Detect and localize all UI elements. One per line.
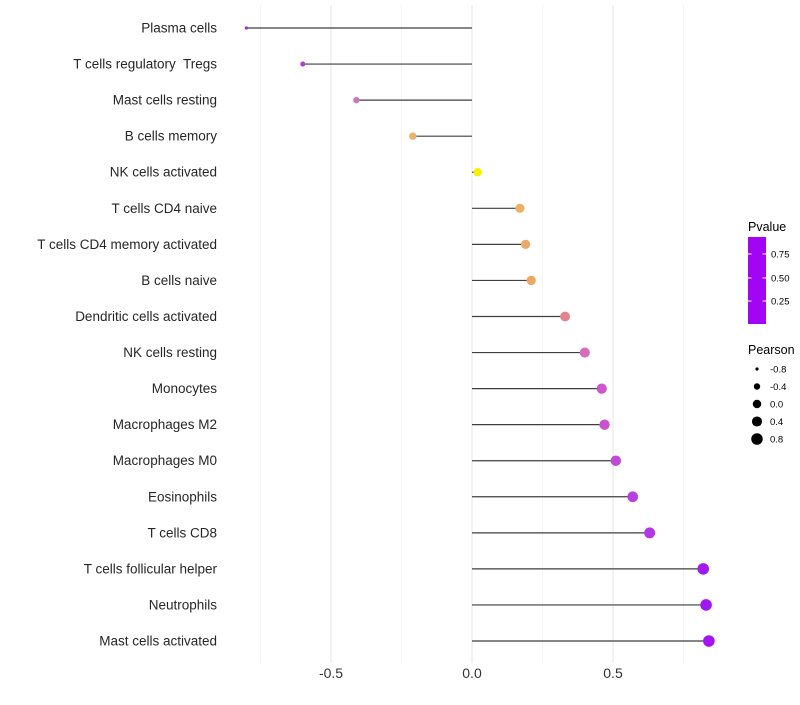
pearson-legend-label: -0.8	[770, 365, 786, 376]
pearson-legend: Pearson -0.8 -0.4 0.0 0.4 0.8	[748, 343, 795, 446]
pearson-legend-title: Pearson	[748, 343, 795, 357]
pvalue-legend: Pvalue 0.75 0.50 0.25	[748, 220, 790, 324]
data-point	[473, 167, 482, 177]
lollipop-row: NK cells activated	[110, 165, 482, 180]
data-point	[610, 455, 622, 466]
lollipop-row: T cells regulatory Tregs	[73, 57, 472, 72]
data-point	[300, 61, 306, 67]
pearson-legend-label: 0.0	[770, 400, 783, 411]
lollipop-row: Mast cells resting	[113, 93, 472, 108]
y-axis-label: T cells CD4 naive	[111, 201, 217, 216]
lollipop-row: Neutrophils	[149, 597, 712, 612]
y-axis-label: Macrophages M2	[113, 417, 217, 432]
lollipop-row: Macrophages M2	[113, 417, 610, 432]
lollipop-row: Eosinophils	[148, 489, 639, 504]
data-point	[353, 96, 360, 104]
y-axis-label: T cells CD4 memory activated	[37, 237, 217, 252]
y-axis-label: Macrophages M0	[113, 453, 217, 468]
data-point	[409, 132, 417, 140]
y-axis-label: NK cells resting	[123, 345, 217, 360]
y-axis-label: T cells regulatory Tregs	[73, 57, 217, 72]
data-point	[520, 239, 531, 249]
y-axis-label: T cells follicular helper	[84, 561, 218, 576]
data-point	[560, 311, 570, 322]
lollipop-row: Monocytes	[152, 381, 607, 396]
x-axis-tick-label: 0.0	[462, 665, 482, 681]
y-axis-label: Dendritic cells activated	[75, 309, 217, 324]
lollipop-row: Mast cells activated	[99, 634, 715, 649]
lollipop-row: T cells follicular helper	[84, 561, 710, 576]
y-axis-label: B cells naive	[141, 273, 217, 288]
pearson-legend-label: 0.8	[770, 435, 783, 446]
lollipop-row: B cells memory	[125, 129, 472, 144]
y-axis-label: Neutrophils	[149, 597, 218, 612]
lollipop-row: B cells naive	[141, 273, 536, 288]
y-axis-label: Monocytes	[152, 381, 218, 396]
lollipop-row: T cells CD4 memory activated	[37, 237, 531, 252]
lollipop-row: T cells CD4 naive	[111, 201, 525, 216]
data-point	[644, 527, 656, 539]
data-point	[703, 635, 715, 647]
pvalue-colorbar	[748, 237, 766, 324]
pearson-legend-dot	[752, 399, 762, 409]
x-axis-tick-label: -0.5	[319, 665, 343, 681]
data-point	[627, 491, 639, 503]
colorbar-tick-label: 0.50	[771, 273, 790, 284]
data-point	[515, 203, 525, 213]
data-point	[526, 275, 536, 286]
lollipop-row: NK cells resting	[123, 345, 590, 360]
colorbar-tick-label: 0.75	[771, 249, 790, 260]
colorbar-tick-label: 0.25	[771, 297, 790, 308]
y-axis-label: B cells memory	[125, 129, 218, 144]
pearson-legend-dot	[751, 433, 763, 445]
data-point	[579, 347, 590, 358]
data-point	[244, 26, 248, 30]
lollipop-row: Plasma cells	[141, 21, 472, 36]
lollipop-row: Macrophages M0	[113, 453, 622, 468]
lollipop-row: Dendritic cells activated	[75, 309, 570, 324]
lollipop-row: T cells CD8	[147, 525, 656, 540]
pearson-legend-dot	[755, 367, 759, 371]
y-axis-label: Plasma cells	[141, 21, 217, 36]
data-point	[599, 419, 610, 430]
pvalue-legend-title: Pvalue	[748, 220, 786, 234]
x-axis-tick-label: 0.5	[603, 665, 623, 681]
y-axis-label: Mast cells activated	[99, 634, 217, 649]
y-axis-label: NK cells activated	[110, 165, 217, 180]
gridlines	[260, 5, 684, 663]
data-point	[697, 563, 710, 575]
y-axis-label: Eosinophils	[148, 489, 217, 504]
y-axis-label: T cells CD8	[147, 525, 217, 540]
x-axis: -0.5 0.0 0.5	[319, 665, 623, 681]
y-axis-label: Mast cells resting	[113, 93, 217, 108]
lollipop-rows: Plasma cells T cells regulatory Tregs Mast…	[37, 21, 715, 649]
data-point	[596, 383, 607, 394]
pearson-legend-label: -0.4	[770, 382, 786, 393]
data-point	[700, 599, 712, 611]
pearson-legend-label: 0.4	[770, 417, 783, 428]
pearson-legend-dot	[751, 416, 763, 427]
pearson-legend-dot	[753, 383, 761, 390]
